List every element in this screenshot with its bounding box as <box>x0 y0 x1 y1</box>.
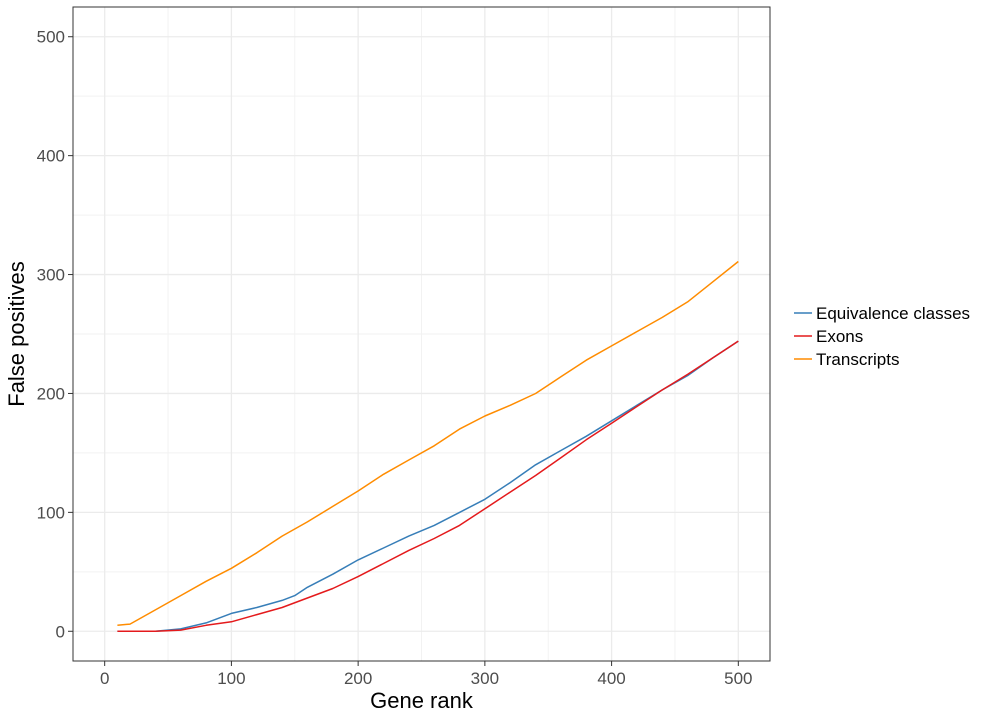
gridlines <box>73 7 770 661</box>
legend-label-2: Transcripts <box>816 350 899 369</box>
x-axis-title: Gene rank <box>370 688 474 713</box>
series-line-1 <box>117 340 739 633</box>
legend-label-1: Exons <box>816 327 863 346</box>
series-line-2 <box>117 260 739 627</box>
y-tick-label-400: 400 <box>37 147 65 166</box>
series-line-0 <box>117 340 739 633</box>
x-tick-label-300: 300 <box>471 669 499 688</box>
x-tick-label-400: 400 <box>597 669 625 688</box>
y-tick-label-100: 100 <box>37 503 65 522</box>
y-tick-label-500: 500 <box>37 28 65 47</box>
legend-label-0: Equivalence classes <box>816 304 970 323</box>
y-tick-label-200: 200 <box>37 384 65 403</box>
x-tick-label-0: 0 <box>100 669 109 688</box>
y-tick-label-0: 0 <box>56 622 65 641</box>
axis-ticks: 0 100 200 300 400 500 0 100 200 300 400 500 <box>37 28 753 688</box>
y-axis-title: False positives <box>4 261 29 407</box>
x-tick-label-100: 100 <box>217 669 245 688</box>
legend: Equivalence classes Exons Transcripts <box>794 304 970 369</box>
y-tick-label-300: 300 <box>37 266 65 285</box>
plot-panel-border <box>72 6 771 662</box>
x-tick-label-500: 500 <box>724 669 752 688</box>
series-lines <box>117 260 739 633</box>
x-tick-label-200: 200 <box>344 669 372 688</box>
